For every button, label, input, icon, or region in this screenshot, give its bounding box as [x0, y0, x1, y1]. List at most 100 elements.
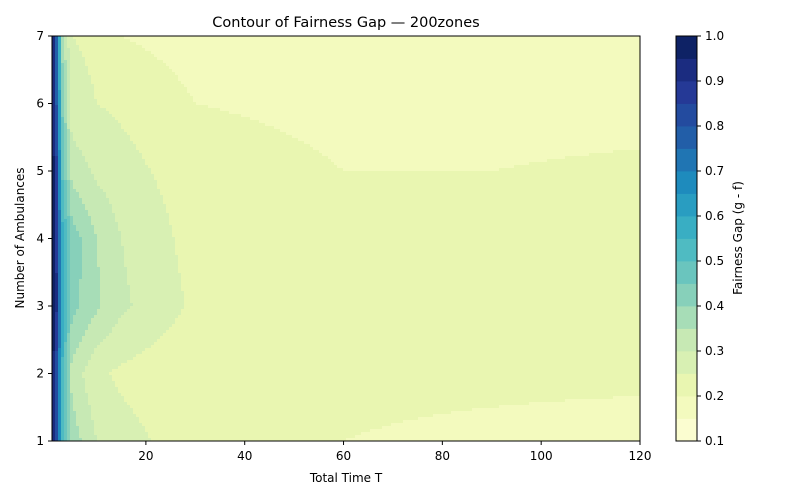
contour-cell: [73, 387, 77, 391]
contour-cell: [121, 237, 125, 241]
contour-cell: [73, 225, 77, 229]
contour-cell: [157, 231, 161, 235]
contour-cell: [73, 120, 77, 124]
contour-cell: [76, 72, 80, 76]
contour-cell: [100, 339, 104, 343]
contour-cell: [73, 102, 77, 106]
contour-cell: [127, 423, 131, 427]
contour-cell: [124, 174, 128, 178]
contour-cell: [157, 327, 161, 331]
contour-cell: [112, 294, 116, 298]
contour-cell: [67, 420, 71, 424]
contour-cell: [142, 99, 146, 103]
contour-cell: [151, 177, 155, 181]
contour-cell: [127, 297, 131, 301]
contour-cell: [55, 303, 59, 307]
contour-cell: [97, 399, 101, 403]
contour-cell: [127, 57, 131, 61]
contour-cell: [115, 48, 119, 52]
contour-cell: [61, 399, 65, 403]
contour-cell: [67, 99, 71, 103]
contour-cell: [85, 297, 89, 301]
contour-cell: [85, 423, 89, 427]
contour-cell: [61, 387, 65, 391]
contour-cell: [67, 105, 71, 109]
contour-cell: [79, 357, 83, 361]
contour-cell: [82, 330, 86, 334]
contour-cell: [61, 357, 65, 361]
contour-cell: [79, 228, 83, 232]
contour-cell: [154, 84, 158, 88]
contour-cell: [58, 210, 62, 214]
contour-cell: [82, 210, 86, 214]
contour-cell: [145, 108, 149, 112]
contour-cell: [73, 93, 77, 97]
contour-cell: [52, 249, 56, 253]
contour-cell: [58, 378, 62, 382]
contour-cell: [79, 288, 83, 292]
contour-cell: [91, 36, 95, 40]
contour-cell: [157, 39, 161, 43]
contour-cell: [94, 81, 98, 85]
contour-cell: [127, 171, 131, 175]
contour-cell: [130, 165, 134, 169]
contour-cell: [52, 303, 56, 307]
contour-cell: [118, 105, 122, 109]
contour-cell: [112, 342, 116, 346]
contour-cell: [121, 108, 125, 112]
contour-cell: [142, 438, 146, 442]
contour-cell: [124, 228, 128, 232]
contour-cell: [58, 321, 62, 325]
contour-cell: [109, 366, 113, 370]
contour-cell: [76, 165, 80, 169]
contour-cell: [55, 87, 59, 91]
contour-cell: [97, 207, 101, 211]
contour-cell: [121, 39, 125, 43]
contour-cell: [142, 216, 146, 220]
contour-cell: [61, 300, 65, 304]
contour-cell: [133, 45, 137, 49]
contour-cell: [115, 390, 119, 394]
contour-cell: [118, 51, 122, 55]
contour-cell: [130, 309, 134, 313]
contour-cell: [55, 399, 59, 403]
contour-cell: [148, 60, 152, 64]
contour-cell: [124, 285, 128, 289]
contour-cell: [52, 87, 56, 91]
contour-cell: [79, 411, 83, 415]
contour-cell: [97, 114, 101, 118]
contour-cell: [142, 417, 146, 421]
contour-cell: [61, 42, 65, 46]
contour-cell: [79, 75, 83, 79]
contour-cell: [76, 78, 80, 82]
contour-cell: [157, 105, 161, 109]
contour-cell: [67, 429, 71, 433]
contour-cell: [88, 99, 92, 103]
contour-cell: [52, 117, 56, 121]
contour-cell: [73, 261, 77, 265]
contour-cell: [91, 111, 95, 115]
contour-cell: [82, 264, 86, 268]
contour-cell: [148, 393, 152, 397]
contour-cell: [97, 312, 101, 316]
contour-cell: [70, 282, 74, 286]
contour-cell: [136, 36, 140, 40]
contour-cell: [106, 123, 110, 127]
contour-cell: [55, 186, 59, 190]
contour-cell: [73, 264, 77, 268]
contour-cell: [67, 147, 71, 151]
contour-cell: [103, 318, 107, 322]
contour-cell: [64, 81, 68, 85]
contour-cell: [112, 213, 116, 217]
contour-cell: [160, 81, 164, 85]
contour-cell: [136, 372, 140, 376]
contour-cell: [97, 162, 101, 166]
contour-cell: [106, 384, 110, 388]
contour-cell: [85, 243, 89, 247]
contour-cell: [112, 336, 116, 340]
contour-cell: [103, 120, 107, 124]
contour-cell: [160, 342, 164, 346]
contour-cell: [97, 99, 101, 103]
contour-cell: [67, 258, 71, 262]
contour-cell: [157, 36, 161, 40]
